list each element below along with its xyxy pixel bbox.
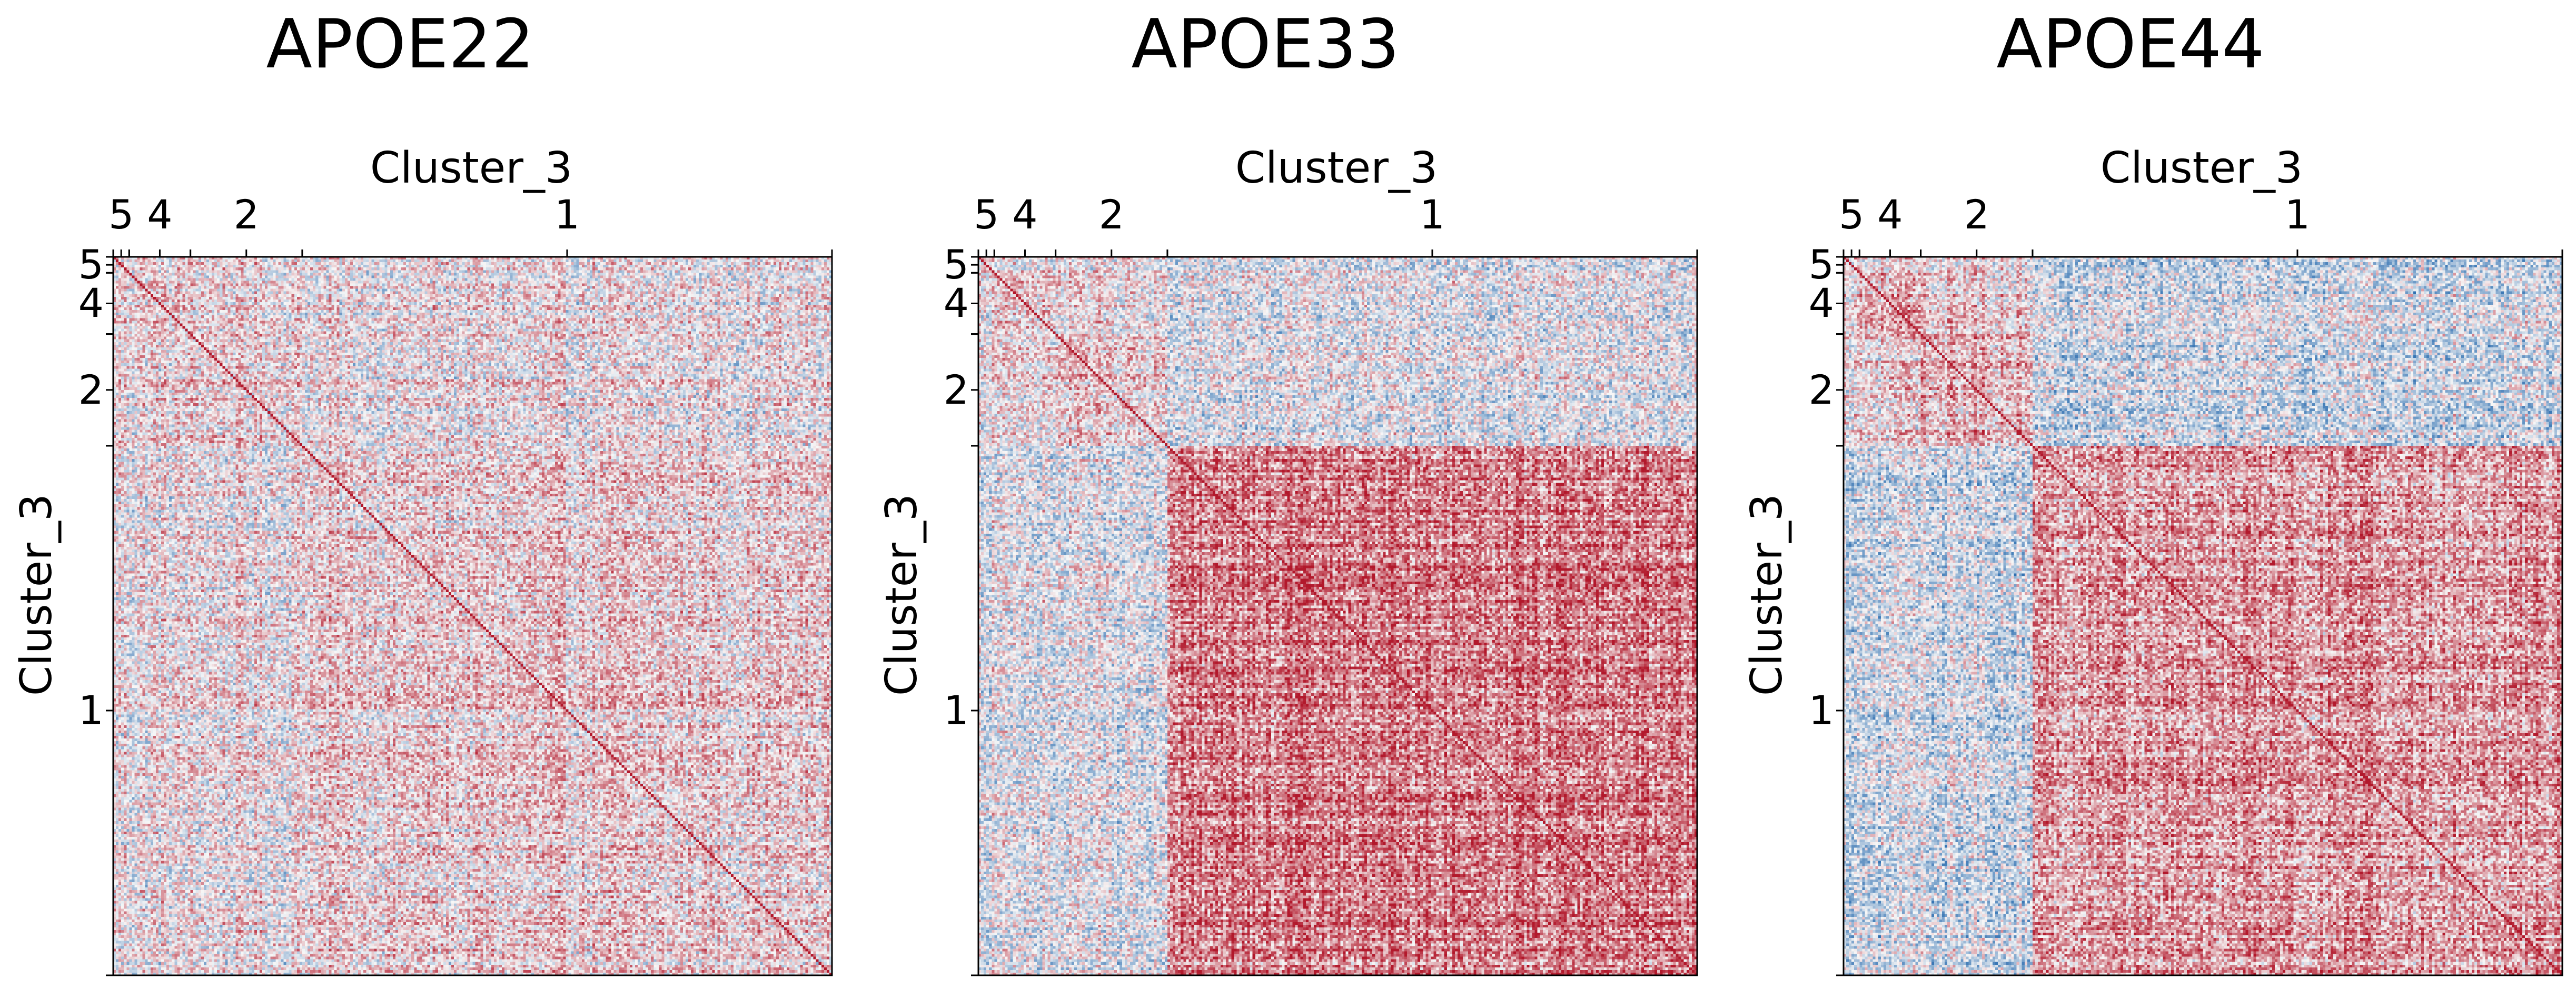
y-tick-label: 1 [1808, 686, 1834, 734]
chart-title: APOE44 [1996, 5, 2265, 84]
plot-frame [1842, 256, 2563, 976]
heatmap-svg [1836, 249, 2563, 976]
x-tick-label: 1 [2284, 191, 2311, 238]
x-tick-label: 5 [973, 191, 999, 238]
y-tick-label: 1 [78, 686, 104, 734]
y-tick-label: 4 [943, 279, 969, 327]
x-tick-label: 4 [1877, 191, 1903, 238]
y-tick-label: 5 [1808, 241, 1834, 288]
x-axis-label: Cluster_3 [1235, 143, 1438, 193]
x-tick-label: 4 [147, 191, 173, 238]
heatmap-svg [106, 249, 833, 976]
y-tick-label: 2 [1808, 366, 1834, 413]
y-tick-label: 5 [943, 241, 969, 288]
y-tick-label: 2 [78, 366, 104, 413]
y-tick-label: 1 [943, 686, 969, 734]
x-tick-label: 2 [1098, 191, 1124, 238]
x-tick-label: 5 [1838, 191, 1865, 238]
plot-frame [112, 256, 833, 976]
x-tick-label: 4 [1012, 191, 1038, 238]
x-tick-label: 5 [108, 191, 134, 238]
heatmap-svg [971, 249, 1698, 976]
chart-title: APOE33 [1131, 5, 1400, 84]
x-tick-label: 1 [554, 191, 580, 238]
y-tick-label: 4 [1808, 279, 1834, 327]
x-tick-label: 1 [1419, 191, 1445, 238]
y-tick-label: 5 [78, 241, 104, 288]
x-axis-label: Cluster_3 [2100, 143, 2303, 193]
chart-title: APOE22 [266, 5, 534, 84]
heatmap-cells [113, 257, 832, 975]
plot-frame [977, 256, 1698, 976]
heatmap-cells [1844, 257, 2562, 975]
y-tick-label: 4 [78, 279, 104, 327]
y-tick-label: 2 [943, 366, 969, 413]
x-axis-label: Cluster_3 [370, 143, 573, 193]
x-tick-label: 2 [233, 191, 259, 238]
x-tick-label: 2 [1964, 191, 1989, 238]
heatmap-cells [978, 257, 1697, 975]
